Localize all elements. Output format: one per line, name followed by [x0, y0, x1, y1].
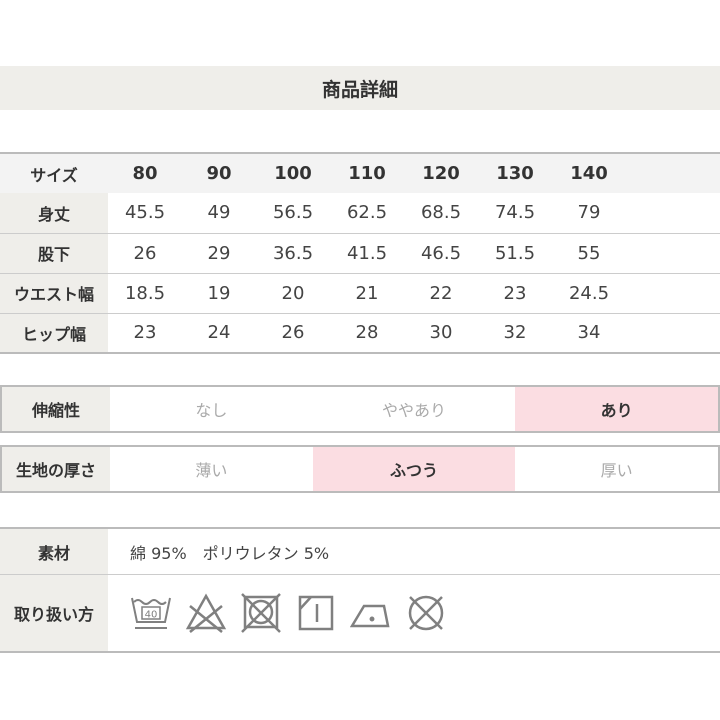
table-cell: 24: [207, 322, 231, 344]
material-care-table: 素材 綿 95% ポリウレタン 5% 取り扱い方 40: [0, 527, 720, 653]
table-cell: 24.5: [552, 273, 626, 314]
table-cell: 23: [478, 273, 552, 314]
table-cell: 32: [503, 322, 527, 344]
table-cell: 28: [355, 322, 379, 344]
table-cell: 74.5: [478, 193, 552, 234]
thickness-row: 生地の厚さ 薄い ふつう 厚い: [0, 445, 720, 493]
table-cell: 21: [330, 273, 404, 314]
size-header-row: サイズ 80 90 100 110 120 130 140: [0, 153, 720, 193]
size-header-label: サイズ: [0, 153, 108, 193]
table-cell: 51.5: [478, 233, 552, 274]
iron-low-icon: [350, 604, 390, 628]
material-label: 素材: [0, 529, 108, 574]
stretch-row: 伸縮性 なし ややあり あり: [0, 385, 720, 433]
table-row: ウエスト幅 18.5 19 20 21 22 23 24.5: [0, 273, 720, 314]
table-cell: 19: [182, 273, 256, 314]
size-120: 120: [404, 153, 478, 193]
stretch-option: ややあり: [382, 401, 447, 420]
table-cell: 18.5: [108, 273, 182, 314]
table-cell: 20: [256, 273, 330, 314]
size-140: 140: [552, 153, 626, 193]
no-dry-clean-icon: [408, 595, 444, 631]
table-cell: 41.5: [330, 233, 404, 274]
stretch-option: なし: [195, 401, 228, 420]
section-title: 商品詳細: [0, 66, 720, 110]
thickness-label: 生地の厚さ: [2, 447, 110, 491]
table-cell: 62.5: [330, 193, 404, 234]
table-cell: 26: [281, 322, 305, 344]
size-80: 80: [108, 153, 182, 193]
table-cell: 79: [552, 193, 626, 234]
table-cell: 23: [133, 322, 157, 344]
table-cell: 30: [429, 322, 453, 344]
row-label: 股下: [0, 233, 108, 274]
thickness-option-selected: ふつう: [312, 447, 516, 491]
table-cell: 45.5: [108, 193, 182, 234]
material-value: 綿 95% ポリウレタン 5%: [130, 543, 330, 563]
table-cell: 34: [577, 322, 601, 344]
thickness-option: 薄い: [195, 461, 228, 480]
wash-temp: 40: [145, 610, 158, 621]
table-cell: 22: [404, 273, 478, 314]
table-cell: 26: [108, 233, 182, 274]
row-label: ウエスト幅: [0, 273, 108, 314]
stretch-option-selected: あり: [515, 387, 719, 431]
care-icons: 40: [108, 575, 447, 651]
table-cell: 36.5: [256, 233, 330, 274]
size-100: 100: [256, 153, 330, 193]
size-110: 110: [330, 153, 404, 193]
table-cell: 68.5: [404, 193, 478, 234]
wash-40-icon: 40: [131, 597, 171, 629]
no-bleach-icon: [185, 593, 227, 633]
table-cell: 29: [182, 233, 256, 274]
stretch-label: 伸縮性: [2, 387, 110, 431]
drip-dry-shade-icon: [298, 595, 334, 631]
table-cell: 49: [182, 193, 256, 234]
care-row: 取り扱い方 40: [0, 575, 720, 651]
table-row: ヒップ幅 23 24 26 28 30 32 34: [0, 313, 720, 353]
table-cell: 46.5: [404, 233, 478, 274]
table-cell: 56.5: [256, 193, 330, 234]
care-label: 取り扱い方: [0, 575, 108, 651]
no-tumble-dry-icon: [241, 593, 281, 633]
table-cell: 55: [552, 233, 626, 274]
size-130: 130: [478, 153, 552, 193]
table-row: 身丈 45.5 49 56.5 62.5 68.5 74.5 79: [0, 193, 720, 234]
thickness-option: 厚い: [600, 461, 633, 480]
table-row: 股下 26 29 36.5 41.5 46.5 51.5 55: [0, 233, 720, 274]
size-table: サイズ 80 90 100 110 120 130 140 身丈 45.5 49 56…: [0, 152, 720, 354]
size-90: 90: [182, 153, 256, 193]
material-row: 素材 綿 95% ポリウレタン 5%: [0, 529, 720, 575]
row-label: 身丈: [0, 193, 108, 234]
row-label: ヒップ幅: [0, 313, 108, 353]
